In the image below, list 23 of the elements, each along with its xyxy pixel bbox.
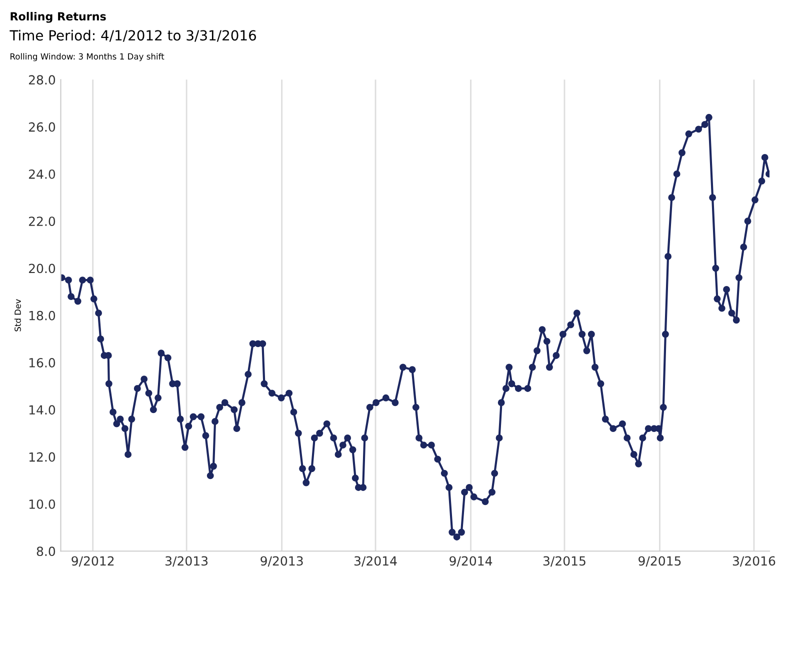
x-tick-label: 3/2013 (166, 556, 208, 567)
y-tick-label: 28.0 (28, 75, 56, 85)
x-tick-label: 9/2012 (72, 556, 114, 567)
text: Rolling Window: 3 Months 1 Day shift (10, 53, 164, 62)
x-tick-label: 9/2015 (638, 556, 681, 567)
x-tick-label: 9/2014 (450, 556, 492, 567)
y-tick-label: 20.0 (28, 264, 56, 274)
y-tick-label: 18.0 (29, 310, 56, 320)
y-tick-label: 16.0 (29, 358, 56, 368)
x-tick-label: 9/2013 (260, 556, 303, 567)
x-tick-label: 3/2014 (354, 556, 397, 567)
y-tick-label: 10.0 (29, 499, 56, 509)
y-tick-label: 26.0 (28, 122, 56, 132)
y-axis-title: Std Dev (14, 299, 21, 332)
y-tick-label: 24.0 (28, 169, 56, 179)
y-tick-label: 8.0 (36, 546, 56, 556)
chart-title: Rolling Returns (10, 12, 106, 23)
x-tick-label: 3/2016 (732, 556, 776, 567)
y-tick-label: 12.0 (29, 452, 56, 462)
y-tick-label: 22.0 (28, 216, 56, 226)
y-tick-label: 14.0 (29, 405, 56, 415)
x-tick-label: 3/2015 (543, 556, 586, 567)
chart-subtitle: Time Period: 4/1/2012 to 3/31/2016 (10, 30, 256, 42)
